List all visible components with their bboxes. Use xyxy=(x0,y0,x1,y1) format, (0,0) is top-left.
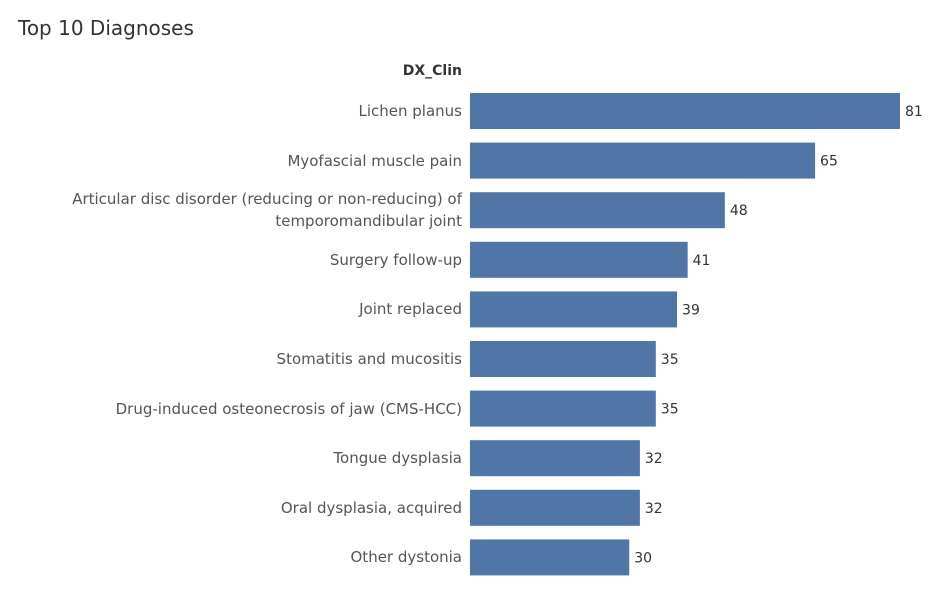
bar xyxy=(470,390,656,427)
category-label: Articular disc disorder (reducing or non… xyxy=(72,190,462,231)
value-label: 41 xyxy=(693,253,711,269)
bar xyxy=(470,241,688,278)
bar xyxy=(470,93,900,129)
value-label: 32 xyxy=(645,451,663,467)
category-label: Stomatitis and mucositis xyxy=(276,350,462,368)
bar xyxy=(470,341,656,377)
value-label: 35 xyxy=(661,352,679,368)
category-label: Drug-induced osteonecrosis of jaw (CMS-H… xyxy=(115,399,462,418)
bar xyxy=(470,489,640,526)
category-label: Joint replaced xyxy=(359,300,462,319)
value-label: 65 xyxy=(820,154,838,170)
value-label: 81 xyxy=(905,104,923,120)
category-label: Myofascial muscle pain xyxy=(287,151,462,170)
bar xyxy=(470,291,678,328)
category-label: Surgery follow-up xyxy=(329,250,462,269)
value-label: 30 xyxy=(634,550,652,566)
value-label: 32 xyxy=(645,501,663,517)
value-label: 35 xyxy=(661,402,679,418)
bar xyxy=(470,440,640,477)
bar xyxy=(470,192,725,229)
value-label: 48 xyxy=(730,203,748,219)
bar xyxy=(470,142,816,179)
category-label: Oral dysplasia, acquired xyxy=(280,498,462,517)
category-label: Other dystonia xyxy=(350,548,463,567)
chart-title: Top 10 Diagnoses xyxy=(18,16,194,40)
value-label: 39 xyxy=(682,302,700,318)
category-label: Lichen planus xyxy=(358,102,463,120)
category-label: Tongue dysplasia xyxy=(333,449,462,468)
dimension-label: DX_Clin xyxy=(402,63,462,79)
bar xyxy=(470,539,630,576)
